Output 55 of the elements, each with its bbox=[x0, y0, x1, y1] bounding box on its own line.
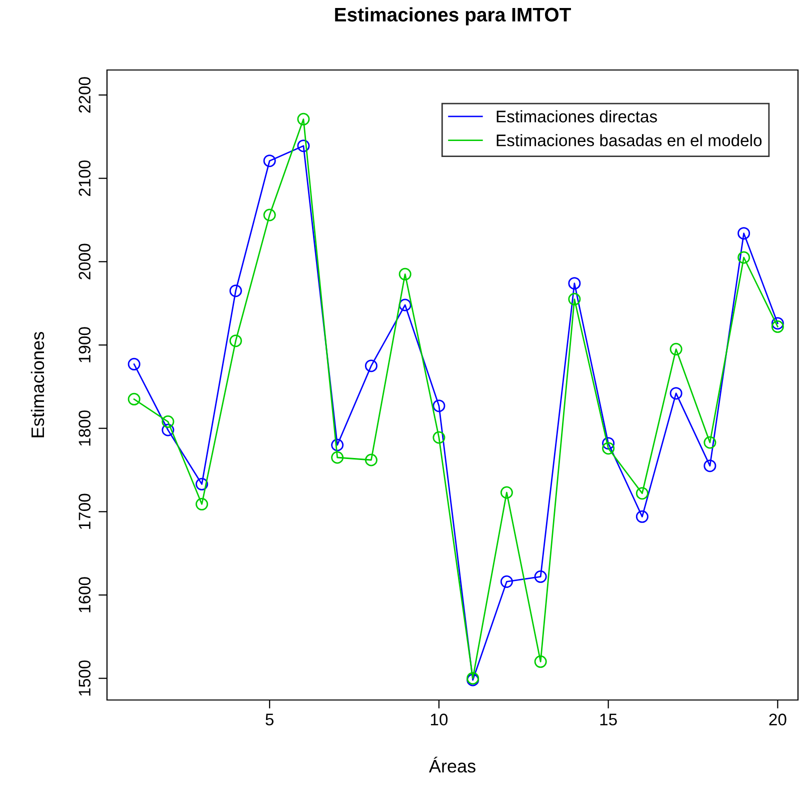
y-tick-label: 2000 bbox=[78, 244, 91, 280]
point bbox=[128, 358, 140, 370]
y-axis-title: Estimaciones bbox=[30, 332, 44, 438]
point bbox=[297, 112, 310, 126]
point bbox=[636, 487, 648, 500]
legend-label: Estimaciones directas bbox=[496, 110, 657, 122]
point bbox=[670, 387, 682, 400]
point bbox=[500, 575, 513, 588]
point bbox=[229, 284, 242, 298]
point bbox=[432, 400, 446, 412]
point bbox=[297, 140, 310, 152]
point bbox=[196, 498, 208, 510]
y-tick-label: 2200 bbox=[78, 77, 91, 113]
point bbox=[398, 268, 412, 280]
x-axis-title: Áreas bbox=[428, 756, 476, 773]
point bbox=[331, 451, 344, 464]
point bbox=[331, 438, 344, 452]
point bbox=[738, 251, 750, 264]
point bbox=[602, 437, 615, 450]
x-tick-label: 10 bbox=[430, 714, 448, 726]
point bbox=[670, 342, 682, 356]
y-tick-label: 1600 bbox=[78, 577, 91, 612]
point bbox=[534, 570, 547, 583]
x-tick-label: 15 bbox=[600, 714, 617, 726]
point bbox=[771, 317, 784, 330]
y-tick-label: 1800 bbox=[78, 410, 91, 446]
legend-label: Estimaciones basadas en el modelo bbox=[496, 134, 762, 146]
point bbox=[128, 392, 140, 406]
point bbox=[738, 227, 750, 240]
point bbox=[162, 415, 174, 428]
point bbox=[364, 360, 378, 372]
point bbox=[229, 334, 242, 348]
x-tick-label: 20 bbox=[769, 714, 786, 726]
y-tick-label: 1900 bbox=[78, 327, 91, 362]
point bbox=[263, 208, 276, 222]
x-tick-label: 5 bbox=[266, 714, 274, 726]
point bbox=[636, 510, 648, 523]
point bbox=[568, 277, 581, 290]
point bbox=[704, 460, 716, 472]
point bbox=[534, 655, 547, 668]
point bbox=[196, 478, 208, 490]
point bbox=[568, 292, 581, 306]
point bbox=[398, 298, 412, 312]
y-tick-label: 1500 bbox=[78, 660, 91, 696]
y-tick-label: 2100 bbox=[78, 160, 91, 196]
point bbox=[771, 320, 784, 333]
point bbox=[364, 454, 378, 466]
point bbox=[500, 486, 513, 499]
point bbox=[704, 436, 716, 449]
point bbox=[602, 442, 615, 455]
point bbox=[162, 424, 174, 436]
point bbox=[263, 154, 276, 168]
y-tick-label: 1700 bbox=[78, 494, 91, 529]
point bbox=[432, 431, 446, 444]
chart-title: Estimaciones para IMTOT bbox=[335, 7, 571, 26]
